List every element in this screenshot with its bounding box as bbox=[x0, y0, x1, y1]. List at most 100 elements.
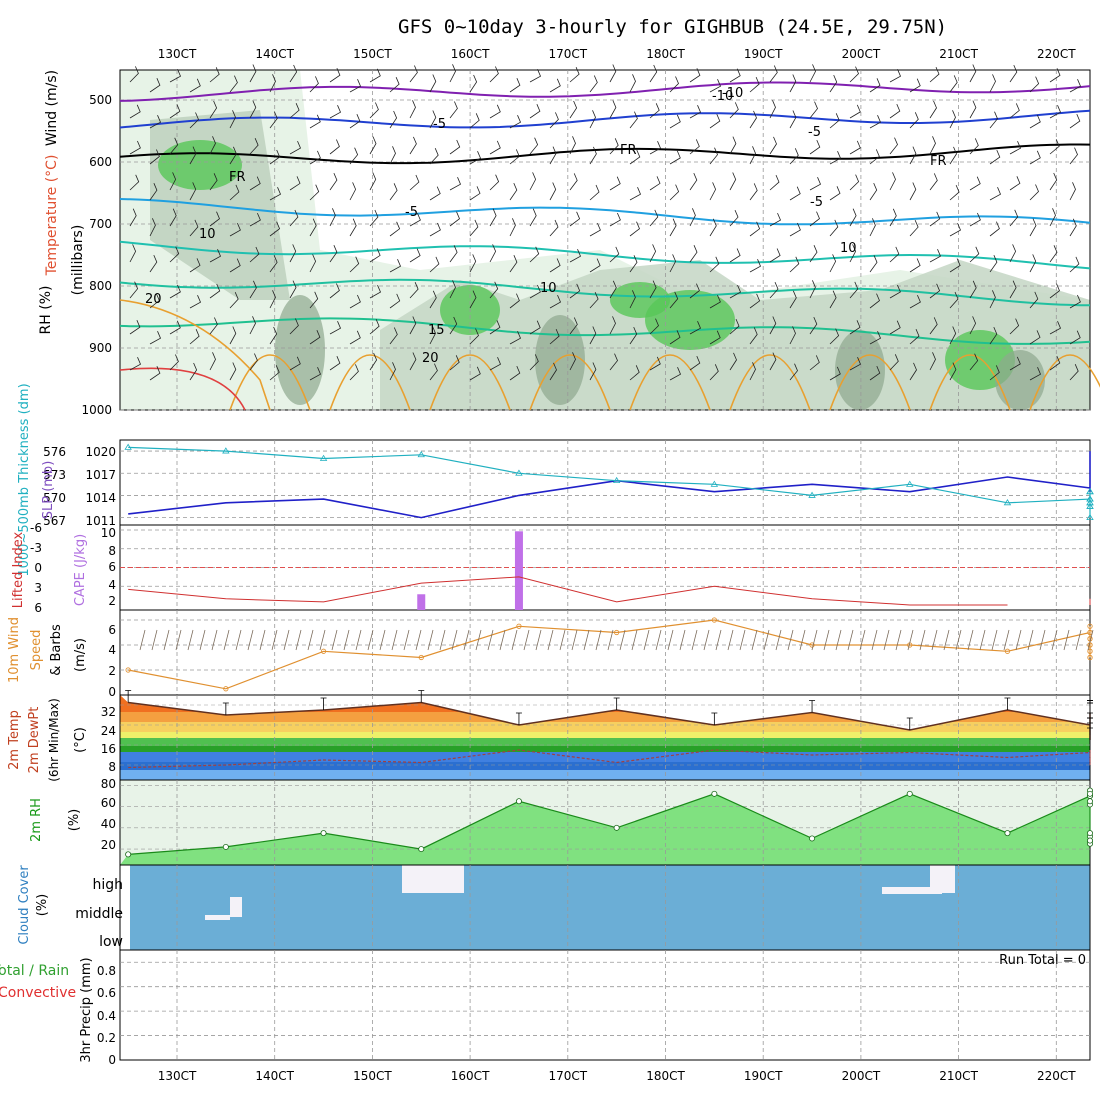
wind-barb bbox=[349, 182, 357, 201]
wind-barb bbox=[1009, 280, 1017, 299]
contour-label: FR bbox=[930, 154, 947, 169]
wind10-barb bbox=[139, 629, 146, 651]
wind10-barb bbox=[1015, 629, 1022, 651]
wind-barb bbox=[1069, 294, 1081, 309]
wind-barb bbox=[689, 139, 700, 155]
wind-barb bbox=[709, 182, 717, 201]
wind10-axis-label: Speed bbox=[29, 630, 44, 671]
wind-barb bbox=[789, 326, 796, 345]
contour-label: 10 bbox=[840, 241, 857, 256]
wind-barb bbox=[849, 281, 859, 299]
wind-barb bbox=[589, 110, 596, 129]
wind-barb bbox=[1009, 318, 1020, 335]
wind-barb bbox=[429, 186, 441, 201]
y-tick-label: 1020 bbox=[85, 445, 116, 459]
wind-barb bbox=[1049, 172, 1058, 191]
wind-barb bbox=[189, 295, 202, 309]
wind-barb bbox=[349, 114, 361, 129]
y-tick-label: 80 bbox=[101, 777, 116, 791]
temperature-contour bbox=[119, 143, 1091, 165]
wind-barb bbox=[509, 115, 522, 129]
wind-barb bbox=[429, 326, 436, 345]
wind-barb bbox=[909, 258, 921, 273]
x-tick-label-bottom: 140CT bbox=[255, 1069, 294, 1083]
wind-barb bbox=[849, 66, 859, 83]
wind-barb bbox=[689, 105, 702, 119]
cape-bar bbox=[417, 594, 426, 610]
wind-barb bbox=[409, 174, 420, 191]
wind-barb bbox=[309, 254, 317, 273]
wind-barb bbox=[949, 75, 958, 93]
wind10-barb bbox=[895, 629, 902, 651]
wind-barb bbox=[1069, 79, 1082, 93]
wind-barb bbox=[629, 365, 640, 381]
wind10-barb bbox=[547, 629, 554, 651]
wind-barb bbox=[709, 364, 719, 381]
panel-frame bbox=[119, 949, 1091, 1061]
wind-barb bbox=[169, 320, 181, 335]
temp-minmax-bar bbox=[809, 700, 816, 713]
run-total-label: Run Total = 0 bbox=[999, 953, 1086, 968]
x-tick-label-top: 140CT bbox=[255, 47, 294, 61]
temp2m-axis-label: 2m DewPt bbox=[27, 707, 42, 774]
wind-barb bbox=[729, 352, 737, 371]
wind-barb bbox=[529, 172, 537, 191]
wind-barb bbox=[129, 208, 137, 227]
wind-barb bbox=[309, 184, 320, 201]
contour-label: -10 bbox=[712, 89, 733, 104]
wind-barb bbox=[129, 66, 139, 83]
cloud-cover-axis-label: Cloud Cover bbox=[17, 865, 32, 945]
wind10-barb bbox=[871, 629, 878, 651]
wind-barb bbox=[489, 174, 500, 191]
wind-barb bbox=[789, 290, 797, 309]
wind-barb bbox=[769, 281, 779, 299]
y-tick-label: 500 bbox=[89, 93, 112, 107]
wind10-barb bbox=[967, 629, 974, 651]
wind-barb bbox=[289, 209, 299, 227]
wind10-barb bbox=[751, 629, 758, 651]
wind-barb bbox=[509, 218, 516, 237]
cloud-unit-label: (%) bbox=[35, 894, 50, 917]
wind10-barb bbox=[595, 629, 602, 651]
y-tick-label: 40 bbox=[101, 817, 116, 831]
y-tick-label: 60 bbox=[101, 796, 116, 810]
wind-barb bbox=[669, 184, 680, 201]
wind-barb bbox=[389, 327, 398, 345]
wind-barb bbox=[269, 187, 282, 201]
wind10-barb bbox=[187, 629, 194, 651]
wind-barb bbox=[589, 184, 600, 201]
wind-barb bbox=[369, 136, 377, 155]
wind-barb bbox=[769, 212, 782, 227]
wind-barb bbox=[969, 64, 977, 83]
x-tick-label-bottom: 170CT bbox=[548, 1069, 587, 1083]
temp-color-band bbox=[120, 712, 1090, 722]
warm-contour-arc bbox=[829, 354, 911, 411]
wind-barb bbox=[909, 112, 919, 129]
wind-barb bbox=[489, 66, 499, 83]
wind-barb bbox=[569, 100, 578, 119]
wind10-barb bbox=[811, 629, 818, 651]
wind-barb bbox=[649, 356, 661, 371]
wind-barb bbox=[329, 356, 341, 371]
wind-barb bbox=[869, 218, 876, 237]
wind10-barb bbox=[211, 629, 218, 651]
wind-barb bbox=[149, 293, 160, 309]
precip-total-rain-label: Total / Rain bbox=[0, 963, 69, 979]
lifted-index-axis-label: Lifted Index bbox=[11, 531, 26, 608]
temperature-axis-label: Temperature (°C) bbox=[44, 155, 60, 277]
y-tick-label: 1014 bbox=[85, 491, 116, 505]
wind10-barb bbox=[1027, 629, 1034, 651]
wind-barb bbox=[569, 317, 578, 335]
wind-barb bbox=[529, 354, 539, 371]
wind-barb bbox=[389, 293, 401, 309]
wind-barb bbox=[589, 146, 597, 165]
wind10-barb bbox=[487, 629, 494, 651]
wind-barb bbox=[189, 258, 201, 273]
wind-barb bbox=[529, 246, 540, 263]
wind-barb bbox=[969, 280, 977, 299]
wind-barb bbox=[849, 320, 861, 335]
wind-barb bbox=[789, 148, 799, 165]
wind10-barb bbox=[691, 629, 698, 651]
wind-barb bbox=[529, 104, 541, 119]
wind-barb bbox=[269, 111, 278, 129]
